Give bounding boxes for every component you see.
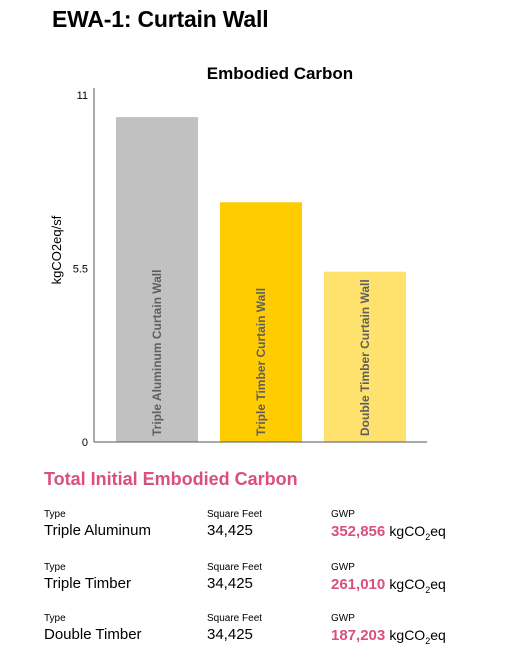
type-value: Triple Timber [44, 575, 131, 592]
bar-label-1: Triple Aluminum Curtain Wall [150, 270, 164, 436]
type-cell: Type Triple Timber [44, 562, 131, 594]
gwp-value-line: 187,203 kgCO2eq [331, 625, 446, 651]
gwp-unit: kgCO2eq [389, 627, 446, 646]
gwp-cell: GWP 352,856 kgCO2eq [331, 509, 446, 547]
summary-title: Total Initial Embodied Carbon [44, 469, 298, 489]
gwp-value: 352,856 [331, 523, 386, 540]
sqft-label: Square Feet [207, 613, 263, 624]
type-value: Double Timber [44, 626, 142, 643]
type-cell: Type Triple Aluminum [44, 509, 151, 541]
gwp-cell: GWP 261,010 kgCO2eq [331, 562, 446, 600]
type-label: Type [44, 509, 66, 520]
gwp-value: 261,010 [331, 576, 386, 593]
bar-label-2: Triple Timber Curtain Wall [254, 288, 268, 436]
y-tick-label: 11 [77, 90, 88, 102]
gwp-unit: kgCO2eq [389, 576, 446, 595]
gwp-label: GWP [331, 613, 355, 624]
gwp-value-line: 261,010 kgCO2eq [331, 574, 446, 600]
y-tick-label: 0 [82, 437, 88, 449]
y-tick-label: 5.5 [73, 264, 88, 276]
sqft-cell: Square Feet 34,425 [207, 562, 262, 594]
sqft-value: 34,425 [207, 522, 253, 539]
type-value: Triple Aluminum [44, 522, 151, 539]
sqft-label: Square Feet [207, 562, 263, 573]
summary-row: Type Triple Aluminum Square Feet 34,425 GWP 3… [0, 509, 505, 549]
sqft-value: 34,425 [207, 626, 253, 643]
gwp-label: GWP [331, 562, 355, 573]
y-axis-label: kgCO2eq/sf [49, 215, 64, 284]
sqft-value: 34,425 [207, 575, 253, 592]
gwp-label: GWP [331, 509, 355, 520]
type-label: Type [44, 562, 66, 573]
chart-title: Embodied Carbon [207, 64, 353, 83]
gwp-cell: GWP 187,203 kgCO2eq [331, 613, 446, 651]
bar-2 [220, 202, 302, 442]
bar-1 [116, 117, 198, 442]
gwp-value: 187,203 [331, 627, 386, 644]
page-title: EWA-1: Curtain Wall [52, 6, 269, 32]
sqft-cell: Square Feet 34,425 [207, 613, 262, 645]
bar-3 [324, 271, 406, 442]
sqft-cell: Square Feet 34,425 [207, 509, 262, 541]
summary-row: Type Triple Timber Square Feet 34,425 GWP 261… [0, 562, 505, 602]
embodied-carbon-chart: Embodied Carbon kgCO2eq/sf Triple Alumin… [49, 64, 427, 449]
y-ticks-group: 0 5.5 11 [73, 90, 88, 449]
gwp-unit: kgCO2eq [389, 523, 446, 542]
sqft-label: Square Feet [207, 509, 263, 520]
gwp-value-line: 352,856 kgCO2eq [331, 521, 446, 547]
bar-label-3: Double Timber Curtain Wall [358, 279, 372, 436]
summary-row: Type Double Timber Square Feet 34,425 GWP 187… [0, 613, 505, 653]
bars-group: Triple Aluminum Curtain Wall Triple Timbe… [116, 117, 406, 442]
type-label: Type [44, 613, 66, 624]
type-cell: Type Double Timber [44, 613, 142, 645]
